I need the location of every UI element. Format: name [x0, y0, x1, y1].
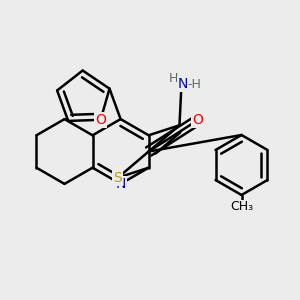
Text: N: N — [116, 177, 126, 191]
Text: O: O — [193, 113, 203, 127]
Text: N: N — [178, 77, 188, 91]
Text: S: S — [113, 171, 122, 185]
Text: O: O — [95, 113, 106, 127]
Text: H: H — [168, 72, 178, 85]
Text: CH₃: CH₃ — [230, 200, 253, 214]
Text: -H: -H — [187, 77, 201, 91]
